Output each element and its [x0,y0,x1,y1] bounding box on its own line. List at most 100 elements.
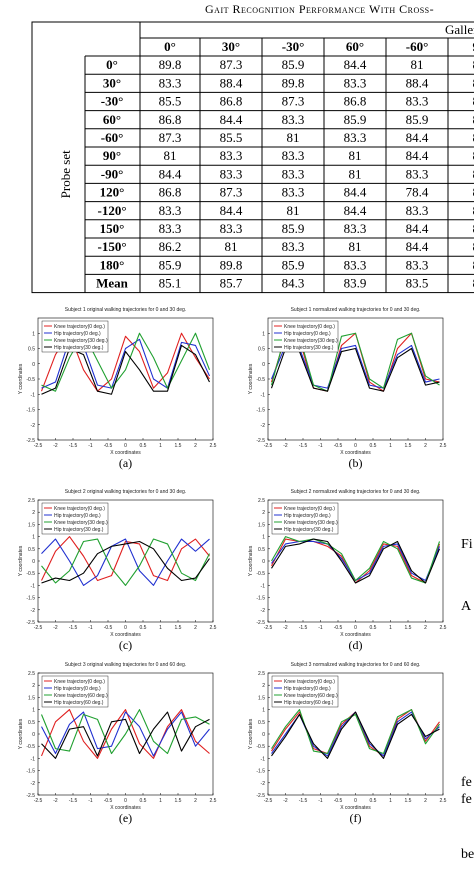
table-cell: 87.3 [220,185,243,200]
table-cell: 84.3 [282,276,305,291]
table-cell: 86.8 [344,94,367,109]
x-tick-label: 1 [159,625,162,631]
x-tick-label: 1 [389,625,392,631]
trajectory-line [41,538,210,586]
panel-title: Subject 3 normalized walking trajectorie… [291,662,421,668]
x-tick-label: 2 [194,443,197,449]
table-cell: 81 [349,166,362,181]
y-tick-label: -2.5 [256,438,265,444]
legend-label: Hip trajectory(30 deg.) [284,527,334,533]
legend-label: Hip trajectory(30 deg.) [54,527,104,533]
x-tick-label: 0.5 [140,625,147,631]
table-cell: 84 [473,130,474,145]
y-tick-label: -2 [31,608,36,614]
x-tick-label: -0.5 [334,443,343,449]
table-cell: 81 [164,148,177,163]
y-tick-label: 0 [32,732,35,738]
table-cell: 83.3 [344,221,367,236]
legend-label: Knee trajectory(0 deg.) [284,506,335,512]
table-cell: 87.3 [159,130,182,145]
table-frame [31,21,474,294]
y-tick-label: 0.5 [258,720,265,726]
table-cell: 85.9 [282,221,305,236]
x-tick-label: 2.5 [440,625,447,631]
y-tick-label: -2.5 [26,793,35,799]
x-tick-label: 0 [354,625,357,631]
x-tick-label: 1 [159,443,162,449]
x-tick-label: 2.5 [210,625,217,631]
row-header: -60° [101,130,124,145]
y-tick-label: 1 [32,535,35,541]
table-cell: 85.9 [282,57,305,72]
column-header: 60° [346,39,364,54]
x-tick-label: -1 [318,625,323,631]
y-tick-label: -0.5 [256,377,265,383]
legend-label: Knee trajectory(0 deg.) [54,506,105,512]
table-cell: 83.3 [406,166,429,181]
x-tick-label: -1.5 [69,625,78,631]
x-tick-label: -0.5 [104,443,113,449]
row-header: -90° [101,166,124,181]
table-cell: 84.4 [220,203,243,218]
x-tick-label: 2 [194,625,197,631]
figure-panel: Subject 2 original walking trajectories … [18,489,217,652]
y-tick-label: -2.5 [26,438,35,444]
table-cell: 89.8 [220,257,243,272]
trajectory-line [41,332,211,392]
y-axis-label: Y coordinates [18,363,24,394]
table-cell: 83.3 [282,239,305,254]
y-tick-label: -1 [261,756,266,762]
y-tick-label: -0.5 [256,744,265,750]
x-tick-label: -2.5 [34,798,43,804]
table-cell: 83.3 [344,130,367,145]
x-tick-label: 0 [124,625,127,631]
row-group-label: Probe set [58,150,73,198]
y-tick-label: -1 [31,756,36,762]
x-tick-label: -0.5 [334,625,343,631]
y-tick-label: 0 [32,362,35,368]
y-tick-label: 0.5 [28,347,35,353]
table-cell: 85.1 [159,276,182,291]
x-tick-label: -2 [283,625,288,631]
table-cell: 87.3 [220,57,243,72]
body-text-fragment: be [461,847,474,862]
x-tick-label: -1 [318,798,323,804]
x-axis-label: X coordinates [110,450,141,456]
legend-label: Hip trajectory(0 deg.) [54,686,101,692]
y-axis-label: Y coordinates [248,718,254,749]
x-tick-label: 2 [424,798,427,804]
figure-panel: Subject 2 normalized walking trajectorie… [248,489,447,652]
x-tick-label: 2.5 [440,443,447,449]
table-cell: 85.9 [159,257,182,272]
x-tick-label: -1 [318,443,323,449]
y-tick-label: 2 [32,683,35,689]
table-cell: 81 [411,57,424,72]
table-cell: 84.4 [344,185,367,200]
table-cell: 83.3 [344,75,367,90]
table-cell: 83.9 [344,276,367,291]
x-tick-label: -2 [283,443,288,449]
y-tick-label: -2.5 [256,793,265,799]
table-cell: 84.4 [344,203,367,218]
legend-label: Knee trajectory(30 deg.) [284,520,338,526]
table-cell: 83.3 [344,257,367,272]
trajectory-line [271,536,441,584]
y-tick-label: 2 [262,683,265,689]
table-cell: 84.4 [159,166,182,181]
legend-box [41,320,109,353]
y-axis-label: Y coordinates [248,545,254,576]
x-tick-label: 2 [194,798,197,804]
y-tick-label: 0.5 [258,347,265,353]
column-header: 0° [164,39,176,54]
y-tick-label: -2.5 [256,620,265,626]
table-cell: 85 [473,185,474,200]
panel-caption: (e) [119,811,132,825]
y-tick-label: 2.5 [28,671,35,677]
x-tick-label: -2 [53,798,58,804]
trajectory-line [41,538,210,586]
legend-label: Hip trajectory(0 deg.) [284,513,331,519]
table-cell: 83.3 [282,185,305,200]
x-tick-label: -2 [53,443,58,449]
body-text-fragment: fe [461,792,472,807]
